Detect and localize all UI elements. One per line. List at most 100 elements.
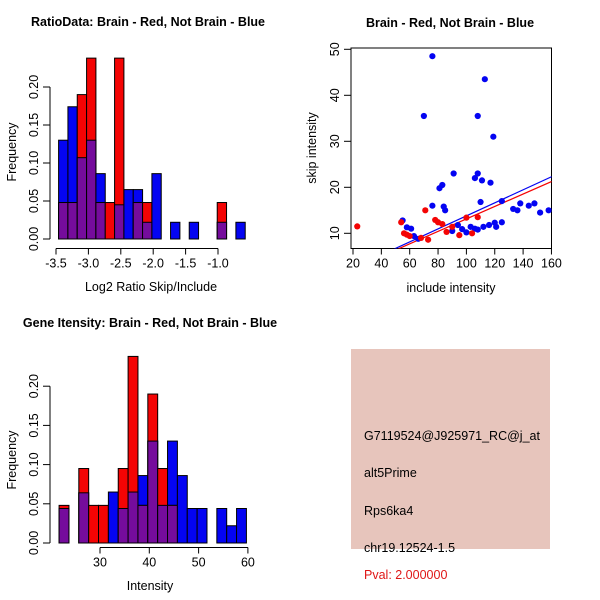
chart-title: RatioData: Brain - Red, Not Brain - Blue [31, 15, 265, 29]
scatter-point-red [417, 234, 425, 241]
y-axis-label: Frequency [5, 122, 19, 182]
panel-intensity-scatter: Brain - Red, Not Brain - Blue include int… [300, 0, 600, 300]
histogram-bars [58, 57, 246, 240]
hist-bar-overlap [157, 504, 169, 544]
scatter-point-blue [463, 229, 470, 236]
scatter-point-blue [517, 200, 524, 207]
y-tick-label: 0.20 [27, 75, 41, 99]
hist-bar-overlap [76, 157, 88, 240]
y-tick-label: 20 [328, 180, 342, 194]
scatter-point-red [425, 236, 432, 243]
scatter-point-blue [490, 133, 497, 140]
hist-bar-blue [236, 508, 247, 544]
x-tick-label: 40 [374, 257, 388, 271]
hist-bar-red [88, 504, 100, 544]
scatter-point-blue [459, 226, 466, 233]
hist-bar-red [104, 202, 116, 240]
x-tick-label: -1.5 [175, 257, 197, 271]
y-axis-label: Frequency [5, 430, 19, 490]
hist-bar-overlap [127, 491, 139, 544]
pval-text: Pval: 2.000000 [364, 568, 448, 582]
hist-bar-blue [186, 508, 198, 544]
scatter-point-red [449, 223, 456, 230]
hist-bar-overlap [95, 202, 106, 240]
scatter-point-blue [545, 207, 552, 214]
x-tick-label: 80 [431, 257, 445, 271]
scatter-point-red [463, 214, 470, 221]
scatter-point-blue [493, 223, 500, 230]
hist-bar-overlap [216, 221, 228, 240]
scatter-point-blue [450, 170, 457, 177]
scatter-point-blue [454, 221, 461, 229]
hist-bar-red [98, 504, 109, 544]
scatter-point-blue [498, 198, 505, 205]
y-tick-label: 0.15 [27, 413, 41, 437]
x-tick-label: 20 [346, 257, 360, 271]
x-tick-label: 30 [93, 556, 107, 570]
x-tick-label: 120 [484, 257, 505, 271]
hist-bar-blue [216, 508, 228, 544]
ratio-histogram-chart: RatioData: Brain - Red, Not Brain - Blue… [5, 15, 265, 294]
y-tick-label: 0.10 [27, 452, 41, 476]
x-tick-label: -2.0 [142, 257, 164, 271]
hist-bar-overlap [137, 504, 149, 544]
histogram-bars [58, 355, 247, 544]
scatter-point-red [456, 232, 463, 239]
scatter-point-blue [480, 223, 487, 230]
scatter-point-blue [531, 200, 538, 207]
y-tick-label: 50 [328, 42, 342, 56]
hist-bar-overlap [114, 204, 125, 240]
scatter-point-blue [474, 226, 481, 233]
scatter-point-blue [487, 179, 494, 186]
x-tick-label: -2.5 [110, 257, 132, 271]
y-tick-label: 0.00 [27, 531, 41, 555]
y-tick-label: 0.10 [27, 151, 41, 175]
hist-bar-blue [107, 491, 119, 544]
x-axis-label: Intensity [127, 579, 174, 593]
scatter-point-blue [442, 207, 449, 214]
hist-bar-blue [196, 508, 208, 544]
scatter-point-blue [478, 177, 486, 184]
y-tick-label: 0.05 [27, 189, 41, 213]
intensity-scatter-chart: Brain - Red, Not Brain - Blue include int… [305, 16, 562, 295]
hist-bar-blue [123, 189, 134, 240]
x-tick-label: -1.0 [207, 257, 229, 271]
hist-bar-overlap [58, 508, 70, 544]
scatter-point-blue [481, 76, 488, 83]
y-tick-label: 30 [328, 134, 342, 148]
scatter-point-red [439, 221, 446, 228]
scatter-point-blue [429, 53, 436, 60]
scatter-point-blue [429, 202, 436, 209]
hist-bar-blue [151, 173, 162, 240]
x-tick-label: 60 [241, 556, 255, 570]
y-tick-label: 0.15 [27, 113, 41, 137]
hist-bar-overlap [67, 202, 78, 240]
hist-bar-overlap [142, 221, 153, 240]
y-tick-label: 40 [328, 88, 342, 102]
probe-id-text: G7119524@J925971_RC@j_at [364, 429, 540, 443]
scatter-point-blue [485, 221, 493, 229]
hist-bar-overlap [86, 139, 97, 240]
scatter-point-blue [477, 198, 484, 206]
y-tick-label: 0.20 [27, 374, 41, 398]
hist-bar-overlap [58, 202, 69, 240]
scatter-point-blue [514, 207, 521, 214]
plot-box [350, 47, 552, 249]
plot-area [354, 53, 552, 249]
gene-name-text: Rps6ka4 [364, 504, 414, 518]
x-axis-label: include intensity [407, 281, 497, 295]
hist-bar-overlap [132, 202, 144, 240]
hist-bar-blue [176, 475, 188, 544]
scatter-point-blue [420, 112, 427, 120]
x-tick-label: 40 [142, 556, 156, 570]
scatter-point-blue [525, 202, 532, 209]
hist-bar-overlap [147, 440, 159, 544]
scatter-point-blue [474, 170, 481, 177]
scatter-point-blue [408, 225, 415, 232]
gene-intensity-histogram-chart: Gene Itensity: Brain - Red, Not Brain - … [5, 316, 277, 593]
y-tick-label: 10 [328, 226, 342, 240]
scatter-point-blue [474, 112, 481, 120]
hist-bar-blue [226, 525, 238, 544]
scatter-point-red [443, 228, 450, 236]
chart-title: Gene Itensity: Brain - Red, Not Brain - … [23, 316, 277, 330]
